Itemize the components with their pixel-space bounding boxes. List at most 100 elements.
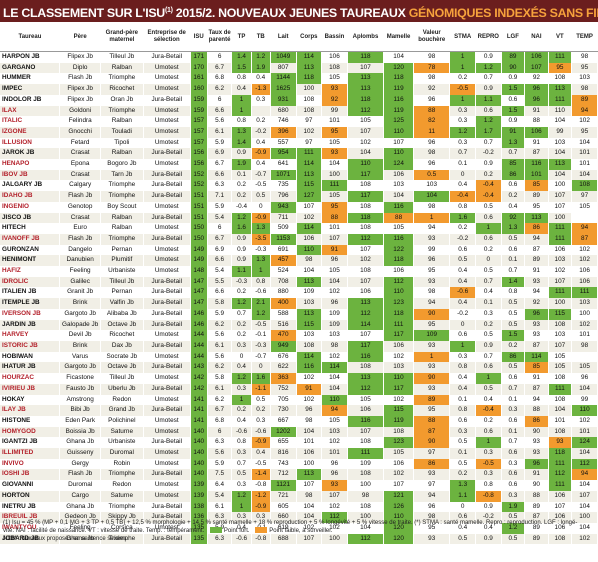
table-cell: 0.4 <box>251 73 271 85</box>
table-cell: Crasat <box>59 169 101 181</box>
table-cell: 103 <box>383 362 415 374</box>
table-cell: 89 <box>524 255 549 267</box>
table-cell: 0.7 <box>501 437 526 449</box>
table-cell: 105 <box>571 201 598 213</box>
table-cell: 93 <box>413 383 451 395</box>
table-cell: 101 <box>321 448 348 459</box>
table-cell: -0.5 <box>251 319 271 331</box>
table-cell: Eden Park <box>59 415 101 427</box>
table-cell: 96 <box>571 373 598 384</box>
table-cell: 96 <box>524 84 549 95</box>
bull-name: ISTORIC JB <box>0 340 61 352</box>
table-cell: 110 <box>296 244 323 256</box>
table-cell: Euro <box>59 223 101 234</box>
table-cell: Duromal <box>59 480 101 491</box>
table-cell: 0.9 <box>231 255 252 267</box>
table-cell: -0.3 <box>231 276 252 288</box>
table-cell: Jura-Betail <box>143 437 191 449</box>
table-cell: 622 <box>270 362 297 374</box>
table-cell: Ricochet <box>100 84 144 95</box>
table-cell: Cargo <box>59 490 101 502</box>
legend-orange-label: Point faible, à surveiller. <box>269 528 333 534</box>
table-row: ILAY JB Bibi Jb Grand Jb Jura-Betail 141 6.7 0… <box>0 405 598 416</box>
table-cell: Umotest <box>143 426 191 438</box>
table-cell: Umotest <box>143 255 191 267</box>
table-cell: 104 <box>321 373 348 384</box>
table-cell: Ralban <box>100 116 144 127</box>
table-cell: -0.8 <box>251 533 271 545</box>
table-cell: -0.9 <box>251 437 271 449</box>
table-cell: 92 <box>501 212 526 224</box>
table-cell: 0.4 <box>449 383 476 395</box>
table-cell: 101 <box>296 437 323 449</box>
table-cell: 111 <box>571 287 598 299</box>
column-header: NAI <box>524 23 549 52</box>
table-cell: 1.9 <box>251 62 271 74</box>
table-cell: 141 <box>190 405 208 416</box>
table-cell: 106 <box>321 51 348 63</box>
bull-name: IDROLIC <box>0 276 61 288</box>
table-cell: 103 <box>571 73 598 85</box>
table-cell: 149 <box>190 244 208 256</box>
table-cell: 110 <box>383 512 415 523</box>
table-cell: 115 <box>296 180 323 192</box>
table-cell: 2.1 <box>251 298 271 309</box>
table-cell: 159 <box>190 105 208 117</box>
table-row: IBOV JB Crasat Tarn Jb Jura-Betail 152 6.6 0.1… <box>0 169 598 181</box>
table-cell: 102 <box>296 126 323 138</box>
table-row: IMPEC Flipex Jb Ricochet Umotest 160 6.2 0.4 -1… <box>0 84 598 95</box>
bull-name: HENIMONT <box>0 255 61 267</box>
table-cell: 124 <box>383 159 415 170</box>
table-cell: 0.3 <box>449 105 476 117</box>
table-cell: 117 <box>347 340 385 352</box>
table-cell: 0.3 <box>449 116 476 127</box>
table-cell: 1 <box>449 340 476 352</box>
table-cell: 116 <box>524 159 549 170</box>
table-cell: 1 <box>231 105 252 117</box>
table-cell: 0.3 <box>251 94 271 106</box>
table-cell: 557 <box>270 137 297 149</box>
table-cell: 91 <box>524 373 549 384</box>
table-cell: 106 <box>296 233 323 245</box>
table-cell: 102 <box>571 533 598 545</box>
table-cell: 102 <box>296 212 323 224</box>
table-cell: Jura-Betail <box>143 191 191 202</box>
table-cell: 6.1 <box>207 383 233 395</box>
table-cell: 98 <box>413 51 451 63</box>
table-cell: 730 <box>270 405 297 416</box>
table-cell: 116 <box>347 415 385 427</box>
table-cell: 98 <box>413 148 451 160</box>
table-cell: 6.1 <box>207 501 233 513</box>
table-cell: 6.4 <box>207 480 233 491</box>
table-cell: 146 <box>190 319 208 331</box>
table-cell: 144 <box>190 340 208 352</box>
table-cell: 110 <box>347 159 385 170</box>
table-cell: 106 <box>524 126 549 138</box>
table-cell: 106 <box>296 448 323 459</box>
table-cell: 0.3 <box>231 512 252 523</box>
table-cell: 1.3 <box>231 126 252 138</box>
table-cell: 98 <box>571 340 598 352</box>
table-row: IVERSON JB Gargoto Jb Alibaba Jb Jura-Betai… <box>0 308 598 320</box>
table-cell: 91 <box>321 244 348 256</box>
table-cell: 106 <box>347 405 385 416</box>
table-cell: 102 <box>321 437 348 449</box>
table-cell: 92 <box>524 298 549 309</box>
table-cell: 688 <box>270 533 297 545</box>
table-cell: 0.6 <box>501 469 526 481</box>
table-cell: 108 <box>347 437 385 449</box>
table-cell: 0.4 <box>449 266 476 277</box>
table-cell: Umotest <box>143 105 191 117</box>
table-cell: Triomphe <box>100 73 144 85</box>
table-cell: 0.1 <box>501 394 526 406</box>
table-cell: Jura-Betail <box>143 533 191 545</box>
bull-name: JOBARD JB <box>0 533 61 545</box>
table-cell: Fausto Jb <box>59 383 101 395</box>
table-cell: 111 <box>548 458 573 470</box>
table-cell: 105 <box>321 137 348 149</box>
table-cell: Jura-Betail <box>143 512 191 523</box>
table-cell: 152 <box>190 169 208 181</box>
table-cell: 1071 <box>270 169 297 181</box>
table-row: HISTONE Eden Park Polichinel Umotest 141 6.8 0… <box>0 415 598 427</box>
table-cell: 396 <box>270 126 297 138</box>
